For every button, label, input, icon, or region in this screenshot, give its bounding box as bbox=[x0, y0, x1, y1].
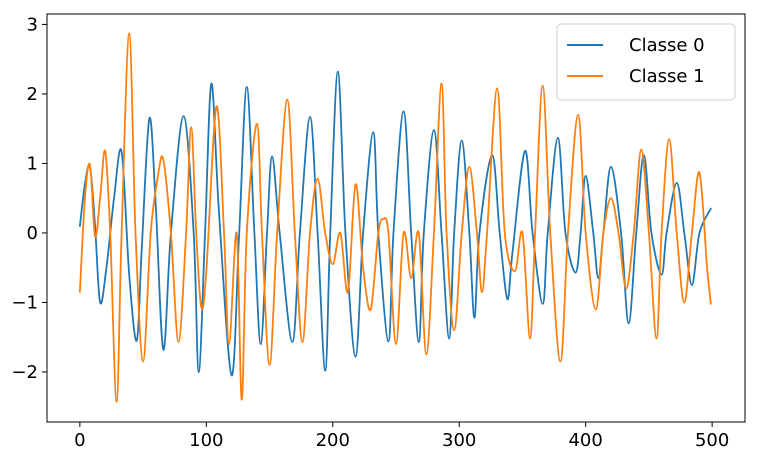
y-tick-label: 1 bbox=[27, 153, 38, 174]
legend: Classe 0 Classe 1 bbox=[556, 23, 736, 101]
y-axis: 3 2 1 0 −1 −2 bbox=[11, 14, 47, 383]
series-line-1 bbox=[78, 32, 712, 403]
x-tick-label: 0 bbox=[74, 430, 85, 451]
x-tick-label: 500 bbox=[695, 430, 729, 451]
x-tick-label: 300 bbox=[442, 430, 476, 451]
legend-box bbox=[556, 23, 736, 101]
x-tick-label: 400 bbox=[568, 430, 602, 451]
series-layer bbox=[78, 32, 712, 403]
y-tick-label: 2 bbox=[27, 84, 38, 105]
x-tick-label: 100 bbox=[189, 430, 223, 451]
series-line-0 bbox=[78, 70, 712, 377]
x-tick-label: 200 bbox=[316, 430, 350, 451]
y-tick-label: 3 bbox=[27, 14, 38, 35]
legend-label-1: Classe 1 bbox=[629, 66, 705, 87]
legend-label-0: Classe 0 bbox=[629, 35, 705, 56]
y-tick-label: 0 bbox=[27, 223, 38, 244]
y-tick-label: −1 bbox=[11, 292, 38, 313]
x-axis: 0 100 200 300 400 500 bbox=[74, 422, 729, 451]
plot-area-frame bbox=[46, 13, 746, 423]
y-tick-label: −2 bbox=[11, 362, 38, 383]
